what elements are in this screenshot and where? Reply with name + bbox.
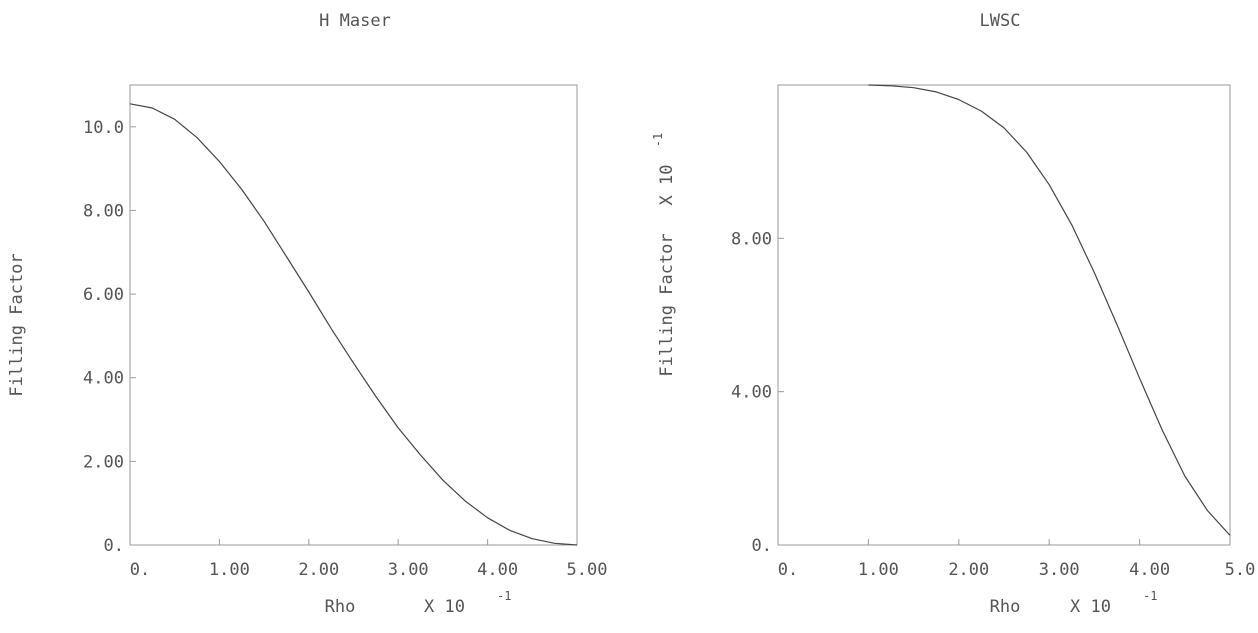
y-tick-label: 2.00 <box>83 452 124 472</box>
y-tick-label: 8.00 <box>731 229 772 249</box>
chart-h-maser: H Maser 0. 2.00 4.00 6.00 8.00 10.0 0. 1.00 2.0… <box>7 11 607 617</box>
y-axis-label: Filling Factor <box>657 233 677 376</box>
x-tick-label: 2.00 <box>948 560 989 580</box>
tick-marks <box>777 237 1231 546</box>
series-group <box>129 103 578 546</box>
x-tick-label: 0. <box>130 560 150 580</box>
x-tick-labels: 0. 1.00 2.00 3.00 4.00 5.0 <box>778 560 1256 580</box>
x-tick-label: 3.00 <box>388 560 429 580</box>
x-tick-label: 0. <box>778 560 798 580</box>
series-line <box>868 84 1231 536</box>
chart-title: H Maser <box>319 11 391 31</box>
x-axis-multiplier: X 10 <box>424 597 465 617</box>
y-axis-multiplier: X 10 <box>657 165 677 206</box>
chart-title: LWSC <box>980 11 1021 31</box>
x-tick-label: 5.00 <box>567 560 608 580</box>
x-tick-label: 3.00 <box>1039 560 1080 580</box>
y-tick-label: 0. <box>104 536 124 556</box>
plot-frame <box>129 84 578 546</box>
y-tick-label: 4.00 <box>83 369 124 389</box>
chart-lwsc: LWSC 0. 4.00 8.00 0. 1.00 2.00 3.00 4.00 5.0 Fi… <box>651 11 1255 617</box>
y-tick-label: 6.00 <box>83 285 124 305</box>
x-tick-label: 4.00 <box>477 560 518 580</box>
x-axis-label: Rho <box>325 597 356 617</box>
x-axis-multiplier: X 10 <box>1070 597 1111 617</box>
y-tick-label: 10.0 <box>83 118 124 138</box>
y-axis-exponent: -1 <box>651 133 665 147</box>
x-axis-exponent: -1 <box>1143 589 1157 603</box>
y-tick-labels: 0. 2.00 4.00 6.00 8.00 10.0 <box>83 118 124 556</box>
x-axis-label: Rho <box>990 597 1021 617</box>
x-tick-label: 1.00 <box>858 560 899 580</box>
series-line <box>129 103 578 546</box>
x-tick-label: 2.00 <box>298 560 339 580</box>
series-group <box>868 84 1231 536</box>
y-tick-labels: 0. 4.00 8.00 <box>731 229 772 556</box>
plot-frame <box>777 84 1231 546</box>
x-axis-exponent: -1 <box>497 589 511 603</box>
y-tick-label: 4.00 <box>731 383 772 403</box>
tick-marks <box>129 126 578 546</box>
x-tick-label: 5.0 <box>1225 560 1256 580</box>
y-tick-label: 8.00 <box>83 201 124 221</box>
x-tick-label: 1.00 <box>209 560 250 580</box>
y-tick-label: 0. <box>752 536 772 556</box>
x-tick-labels: 0. 1.00 2.00 3.00 4.00 5.00 <box>130 560 608 580</box>
x-tick-label: 4.00 <box>1129 560 1170 580</box>
y-axis-label: Filling Factor <box>7 253 27 396</box>
